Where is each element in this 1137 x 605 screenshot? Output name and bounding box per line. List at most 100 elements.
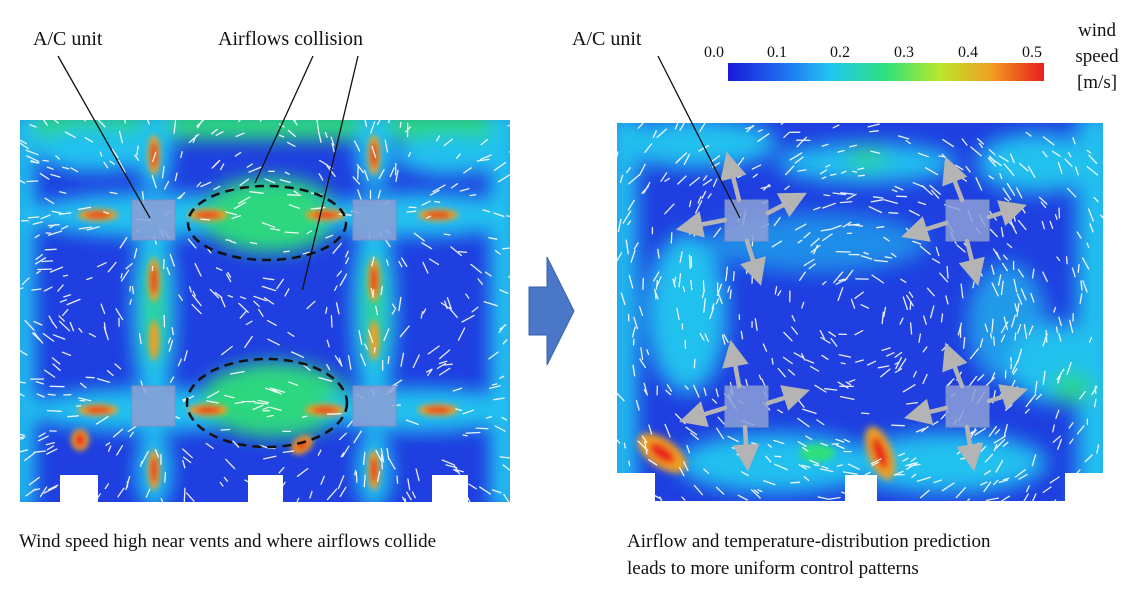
velocity-vector: [364, 343, 369, 350]
velocity-vector: [641, 435, 648, 444]
velocity-vector: [1016, 187, 1023, 199]
velocity-vector: [1086, 149, 1092, 154]
velocity-vector: [880, 368, 891, 378]
velocity-vector: [213, 185, 221, 191]
velocity-vector: [151, 265, 154, 272]
velocity-vector: [902, 384, 916, 393]
velocity-vector: [384, 139, 389, 153]
velocity-vector: [638, 163, 646, 177]
velocity-vector: [286, 141, 296, 147]
velocity-vector: [191, 303, 202, 315]
velocity-vector: [993, 443, 998, 452]
velocity-vector: [134, 154, 140, 161]
velocity-vector: [808, 263, 816, 270]
velocity-vector: [55, 155, 61, 160]
velocity-vector: [902, 296, 909, 311]
velocity-vector: [715, 486, 725, 495]
velocity-vector: [372, 289, 375, 298]
velocity-vector: [821, 354, 829, 360]
velocity-vector: [929, 305, 935, 319]
velocity-vector: [665, 389, 672, 396]
velocity-vector: [164, 471, 167, 483]
velocity-vector: [632, 364, 636, 377]
velocity-vector: [777, 367, 786, 378]
velocity-vector: [389, 167, 395, 178]
velocity-vector: [171, 327, 174, 336]
velocity-vector: [871, 274, 885, 284]
velocity-vector: [46, 448, 58, 455]
velocity-vector: [1088, 154, 1098, 165]
velocity-vector: [849, 144, 858, 148]
velocity-vector: [185, 492, 195, 502]
velocity-vector: [239, 178, 250, 187]
velocity-vector: [502, 464, 510, 472]
velocity-vector: [897, 452, 906, 457]
velocity-vector: [1089, 222, 1094, 233]
velocity-vector: [637, 440, 649, 452]
velocity-vector: [627, 199, 635, 211]
velocity-vector: [426, 215, 432, 219]
velocity-vector: [751, 269, 754, 284]
velocity-vector: [319, 159, 328, 166]
velocity-vector: [905, 462, 917, 467]
velocity-vector: [412, 354, 420, 369]
velocity-vector: [657, 248, 660, 259]
velocity-vector: [805, 359, 815, 364]
velocity-vector: [120, 269, 130, 282]
velocity-vector: [803, 232, 811, 239]
velocity-vector: [710, 155, 721, 163]
velocity-vector: [470, 263, 482, 274]
velocity-vector: [969, 348, 979, 360]
velocity-vector: [420, 310, 424, 319]
velocity-vector: [991, 282, 999, 297]
velocity-vector: [457, 327, 466, 341]
velocity-vector: [854, 330, 864, 336]
velocity-vector: [377, 189, 381, 199]
velocity-vector: [644, 143, 653, 154]
velocity-vector: [1052, 435, 1061, 443]
velocity-vector: [622, 210, 632, 224]
velocity-vector: [688, 254, 691, 270]
velocity-vector: [829, 173, 837, 176]
velocity-vector: [1014, 469, 1026, 478]
velocity-vector: [38, 432, 46, 438]
velocity-vector: [26, 180, 39, 183]
velocity-vector: [910, 457, 917, 463]
velocity-vector: [125, 262, 133, 270]
velocity-vector: [644, 440, 648, 455]
velocity-vector: [57, 284, 64, 292]
velocity-vector: [877, 365, 890, 369]
velocity-vector: [96, 262, 107, 268]
velocity-vector: [653, 288, 659, 300]
velocity-vector: [288, 204, 301, 210]
velocity-vector: [494, 249, 501, 255]
velocity-vector: [66, 298, 81, 306]
velocity-vector: [740, 330, 744, 340]
velocity-vector: [388, 457, 396, 470]
velocity-vector: [670, 232, 673, 244]
velocity-vector: [187, 238, 197, 249]
velocity-vector: [215, 267, 223, 271]
right-caption-line-1: Airflow and temperature-distribution pre…: [627, 531, 991, 552]
velocity-vector: [782, 356, 793, 365]
velocity-vector: [354, 469, 357, 476]
velocity-vector: [499, 375, 505, 379]
velocity-vector: [995, 459, 1004, 473]
velocity-vector: [821, 143, 829, 147]
velocity-vector: [144, 120, 150, 125]
velocity-vector: [988, 175, 995, 180]
velocity-vector: [306, 300, 316, 310]
velocity-vector: [678, 466, 685, 477]
velocity-vector: [493, 161, 507, 172]
velocity-vector: [24, 452, 36, 462]
velocity-vector: [915, 427, 926, 433]
velocity-vector: [502, 247, 510, 250]
velocity-vector: [386, 259, 389, 266]
velocity-vector: [633, 242, 639, 250]
velocity-vector: [1035, 393, 1043, 400]
velocity-vector: [823, 194, 831, 197]
velocity-vector: [294, 497, 300, 502]
velocity-vector: [881, 311, 884, 325]
velocity-vector: [498, 327, 504, 334]
velocity-vector: [31, 288, 42, 291]
